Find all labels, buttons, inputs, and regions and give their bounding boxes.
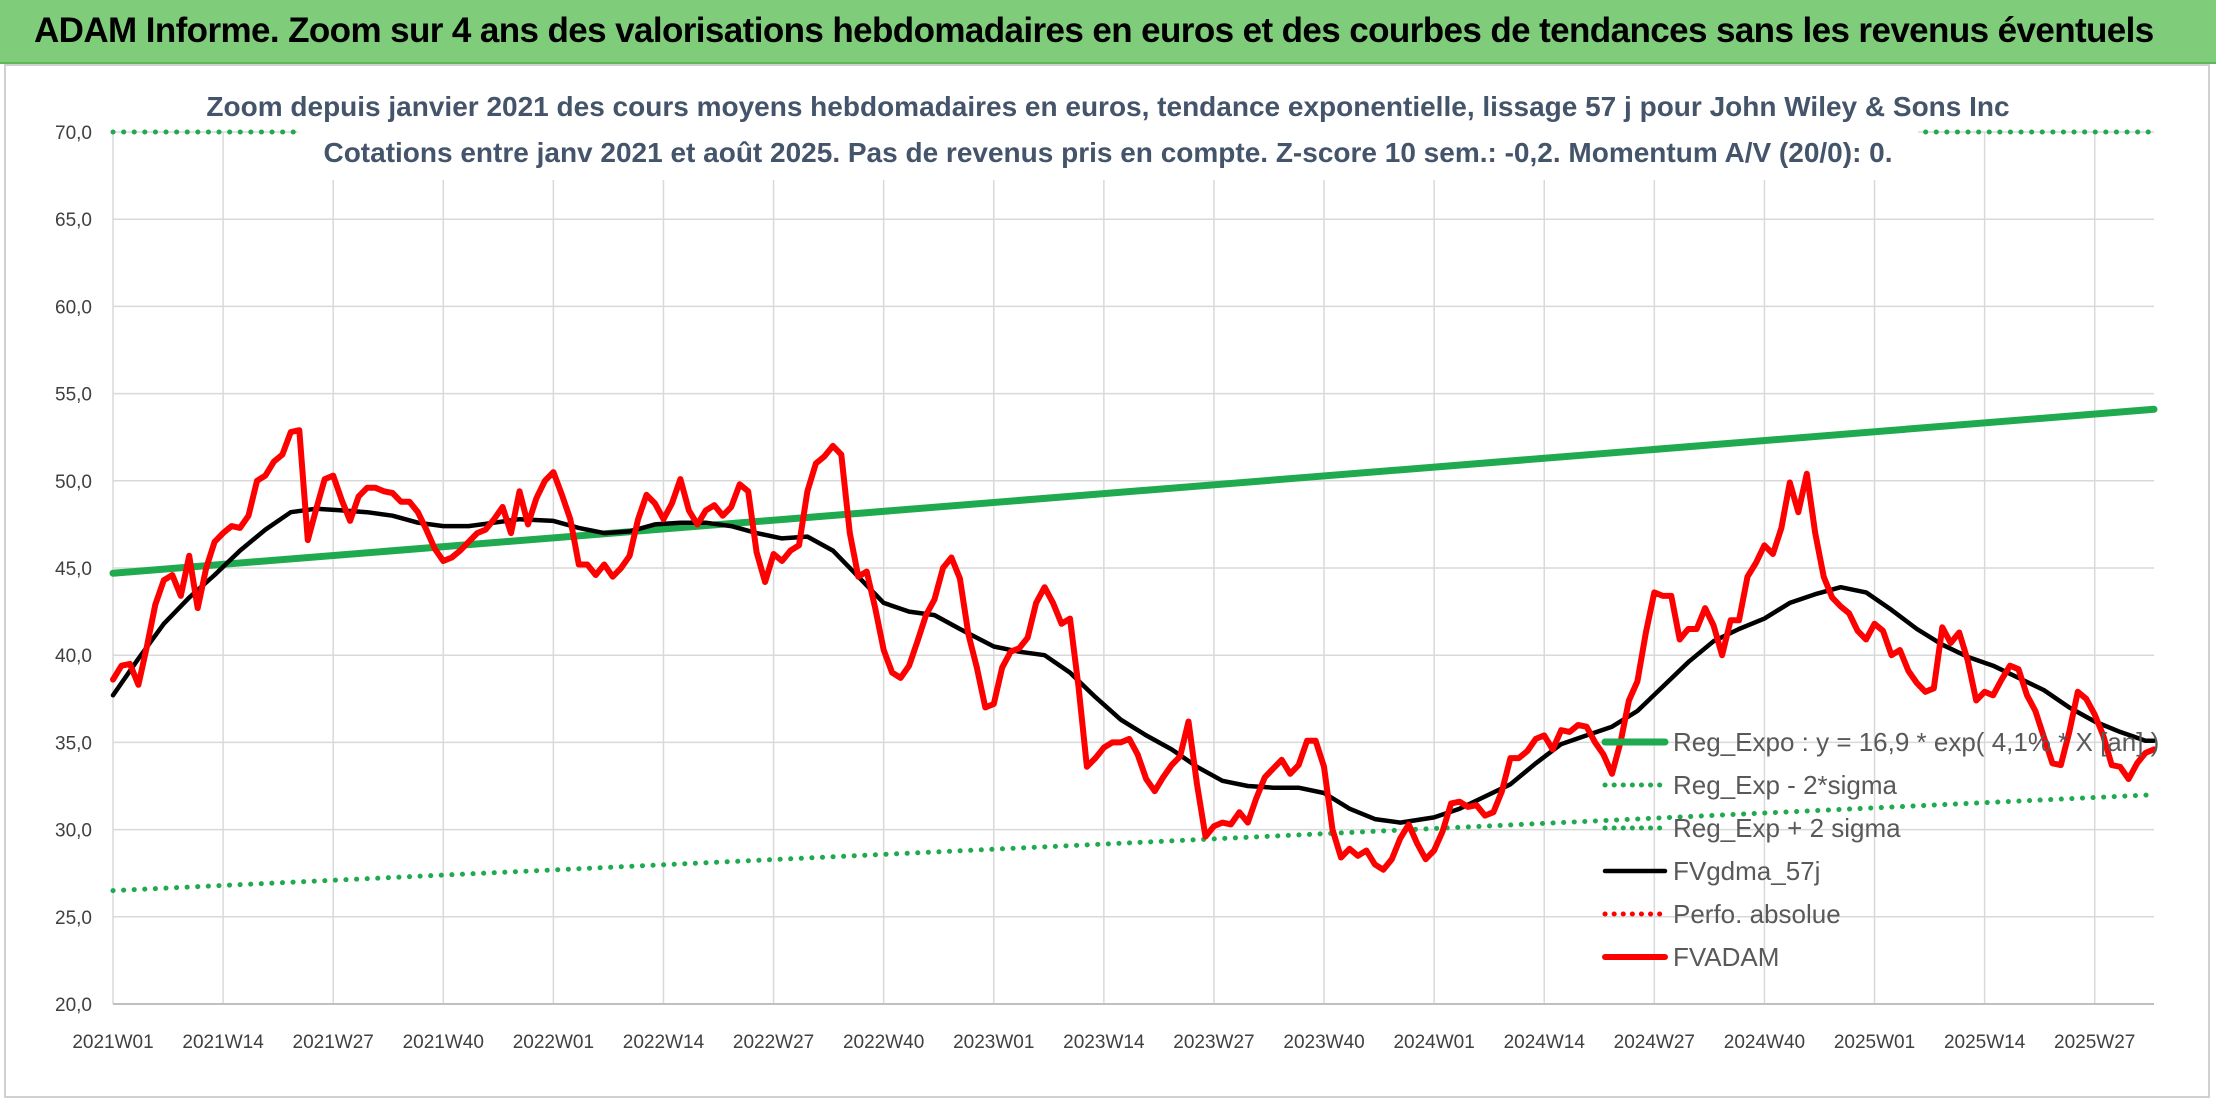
legend-label-1: Reg_Exp - 2*sigma	[1673, 770, 1898, 800]
gridlines	[112, 131, 2154, 1005]
legend-label-0: Reg_Expo : y = 16,9 * exp( 4,1% * X [an]…	[1673, 727, 2159, 757]
series-line-5	[110, 427, 2157, 873]
y-tick-label: 35,0	[55, 733, 92, 754]
x-tick-label: 2024W27	[1614, 1032, 1695, 1053]
y-tick-label: 25,0	[55, 908, 92, 929]
report-banner: ADAM Informe. Zoom sur 4 ans des valoris…	[0, 0, 2216, 64]
x-tick-label: 2021W40	[403, 1032, 484, 1053]
series-line-0	[109, 405, 2158, 577]
legend: Reg_Expo : y = 16,9 * exp( 4,1% * X [an]…	[1601, 727, 2159, 972]
x-tick-label: 2021W27	[293, 1032, 374, 1053]
chart-title: Zoom depuis janvier 2021 des cours moyen…	[206, 91, 2009, 122]
x-tick-label: 2023W27	[1173, 1032, 1254, 1053]
x-tick-label: 2022W01	[513, 1032, 594, 1053]
x-tick-label: 2023W01	[953, 1032, 1034, 1053]
title-background	[298, 82, 1918, 180]
y-tick-label: 60,0	[55, 297, 92, 318]
x-tick-label: 2022W40	[843, 1032, 924, 1053]
x-tick-label: 2021W01	[72, 1032, 153, 1053]
chart-frame	[4, 64, 2210, 1098]
series-line-1	[110, 792, 2157, 894]
x-tick-label: 2021W14	[182, 1032, 264, 1053]
x-tick-label: 2022W27	[733, 1032, 814, 1053]
x-tick-label: 2024W40	[1724, 1032, 1805, 1053]
y-tick-label: 70,0	[55, 123, 92, 144]
x-axis-ticks: 2021W01 2021W14 2021W27 2021W40 2022W01 2022W…	[72, 1032, 2135, 1053]
x-tick-label: 2024W01	[1393, 1032, 1474, 1053]
legend-label-5: FVADAM	[1673, 942, 1779, 972]
x-tick-label: 2023W40	[1283, 1032, 1364, 1053]
y-tick-label: 45,0	[55, 559, 92, 580]
x-tick-label: 2022W14	[623, 1032, 705, 1053]
y-tick-label: 55,0	[55, 385, 92, 406]
x-tick-label: 2025W01	[1834, 1032, 1915, 1053]
chart-subtitle: Cotations entre janv 2021 et août 2025. …	[323, 137, 1892, 168]
legend-label-4: Perfo. absolue	[1673, 899, 1841, 929]
x-tick-label: 2025W27	[2054, 1032, 2135, 1053]
x-tick-label: 2025W14	[1944, 1032, 2026, 1053]
report-title: ADAM Informe. Zoom sur 4 ans des valoris…	[34, 11, 2154, 50]
y-tick-label: 20,0	[55, 995, 92, 1016]
y-tick-label: 40,0	[55, 646, 92, 667]
legend-label-2: Reg_Exp + 2 sigma	[1673, 813, 1901, 843]
series-line-3	[110, 506, 2157, 825]
x-tick-label: 2023W14	[1063, 1032, 1145, 1053]
x-tick-label: 2024W14	[1504, 1032, 1586, 1053]
legend-label-3: FVgdma_57j	[1673, 856, 1820, 886]
y-tick-label: 65,0	[55, 210, 92, 231]
y-axis-ticks: 20,0 25,0 30,0 35,0 40,0 45,0 50,0 55,0 60,0 65,0…	[55, 123, 92, 1016]
y-tick-label: 50,0	[55, 472, 92, 493]
y-tick-label: 30,0	[55, 821, 92, 842]
